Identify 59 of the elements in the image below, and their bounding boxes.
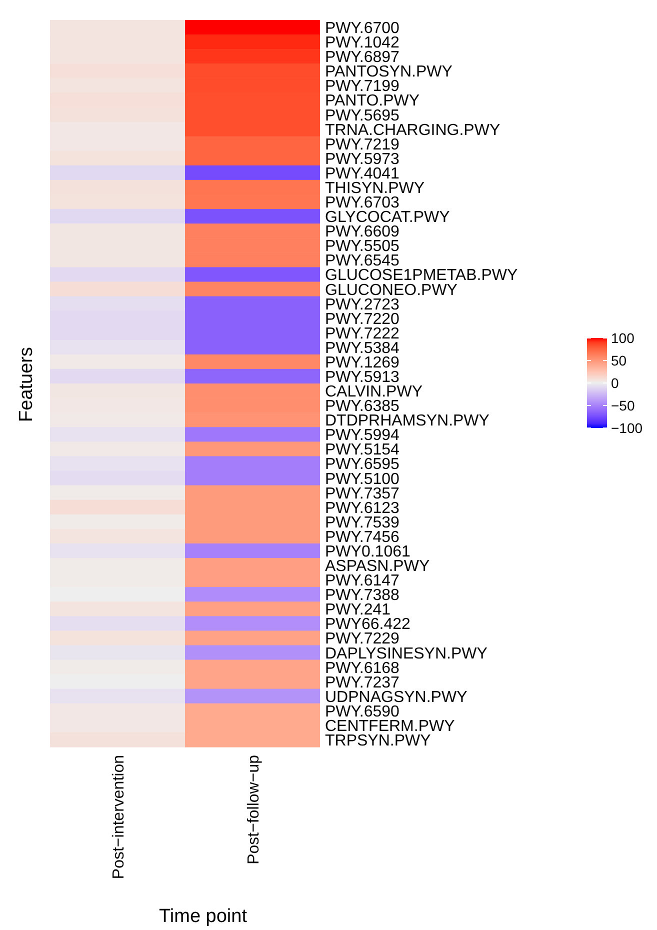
- y-tick-label: PWY.241: [325, 602, 391, 619]
- y-tick-label: PWY.5154: [325, 442, 400, 459]
- y-tick-label: PWY.5100: [325, 470, 400, 488]
- y-tick-label: CALVIN.PWY: [325, 384, 423, 401]
- color-bar-label: 50: [611, 352, 627, 369]
- y-tick-label: PWY.6897: [325, 49, 400, 66]
- y-tick-label: PWY.5384: [325, 340, 400, 357]
- y-tick-label: UDPNAGSYN.PWY: [325, 688, 468, 706]
- y-tick-label: PWY.7237: [325, 674, 400, 692]
- y-tick-label: PWY.5505: [325, 238, 400, 256]
- y-tick-label: PWY.6590: [325, 703, 400, 720]
- y-tick-label: PWY.6147: [325, 572, 400, 590]
- color-bar-label: −100: [611, 420, 643, 436]
- y-tick-label: PWY.6168: [325, 660, 400, 677]
- y-tick-label: TRNA.CHARGING.PWY: [325, 122, 500, 139]
- y-tick-label: PWY.4041: [325, 165, 400, 182]
- y-tick-label: DTDPRHAMSYN.PWY: [325, 412, 490, 430]
- color-bar-label: −50: [611, 398, 635, 414]
- y-tick-label: PANTO.PWY: [325, 92, 420, 110]
- x-tick-label: Post−intervention: [110, 755, 128, 880]
- y-tick-label: TRPSYN.PWY: [325, 732, 432, 750]
- y-tick-label: PANTOSYN.PWY: [325, 64, 453, 81]
- y-tick-label: PWY.5695: [325, 107, 400, 124]
- y-tick-label: PWY.7222: [325, 325, 400, 342]
- y-tick-label: THISYN.PWY: [325, 180, 425, 197]
- y-tick-label: GLUCOSE1PMETAB.PWY: [325, 267, 518, 284]
- y-tick-label: GLYCOCAT.PWY: [325, 209, 450, 226]
- y-tick-label: PWY.6385: [325, 398, 400, 416]
- y-tick-label: PWY.5973: [325, 150, 400, 168]
- y-tick-label: ASPASN.PWY: [325, 558, 430, 576]
- y-tick-label: PWY.7388: [325, 587, 400, 604]
- y-tick-label: PWY66.422: [325, 616, 410, 634]
- x-axis-title: Time point: [159, 906, 248, 927]
- y-tick-label: PWY.6700: [325, 20, 400, 38]
- color-bar-label: 0: [611, 375, 619, 392]
- y-tick-label: PWY.2723: [325, 296, 400, 314]
- y-tick-label: PWY.7199: [325, 78, 400, 96]
- y-tick-label: PWY.7220: [325, 310, 400, 328]
- y-tick-label: CENTFERM.PWY: [325, 718, 456, 735]
- y-tick-label: PWY.1042: [325, 34, 400, 52]
- y-tick-label: PWY.7456: [325, 528, 400, 546]
- y-tick-label: PWY.1269: [325, 354, 400, 372]
- y-tick-label: PWY.6545: [325, 252, 400, 270]
- y-tick-label: PWY.7229: [325, 630, 400, 648]
- y-tick-label: PWY.6595: [325, 456, 400, 474]
- y-tick-label: DAPLYSINESYN.PWY: [325, 645, 488, 662]
- y-tick-label: PWY.6609: [325, 224, 400, 241]
- y-tick-label: PWY.7539: [325, 514, 400, 532]
- y-tick-label: GLUCONEO.PWY: [325, 282, 458, 299]
- y-tick-label: PWY0.1061: [325, 543, 410, 560]
- y-tick-label: PWY.7357: [325, 485, 400, 502]
- y-tick-label: PWY.6703: [325, 194, 400, 212]
- y-tick-label: PWY.5994: [325, 427, 400, 444]
- x-tick-label: Post−follow−up: [245, 754, 262, 864]
- y-tick-label: PWY.5913: [325, 368, 400, 386]
- y-tick-label: PWY.7219: [325, 136, 400, 154]
- color-bar-label: 100: [611, 330, 635, 346]
- y-tick-label: PWY.6123: [325, 500, 400, 517]
- y-axis-title: Featuers: [16, 347, 37, 422]
